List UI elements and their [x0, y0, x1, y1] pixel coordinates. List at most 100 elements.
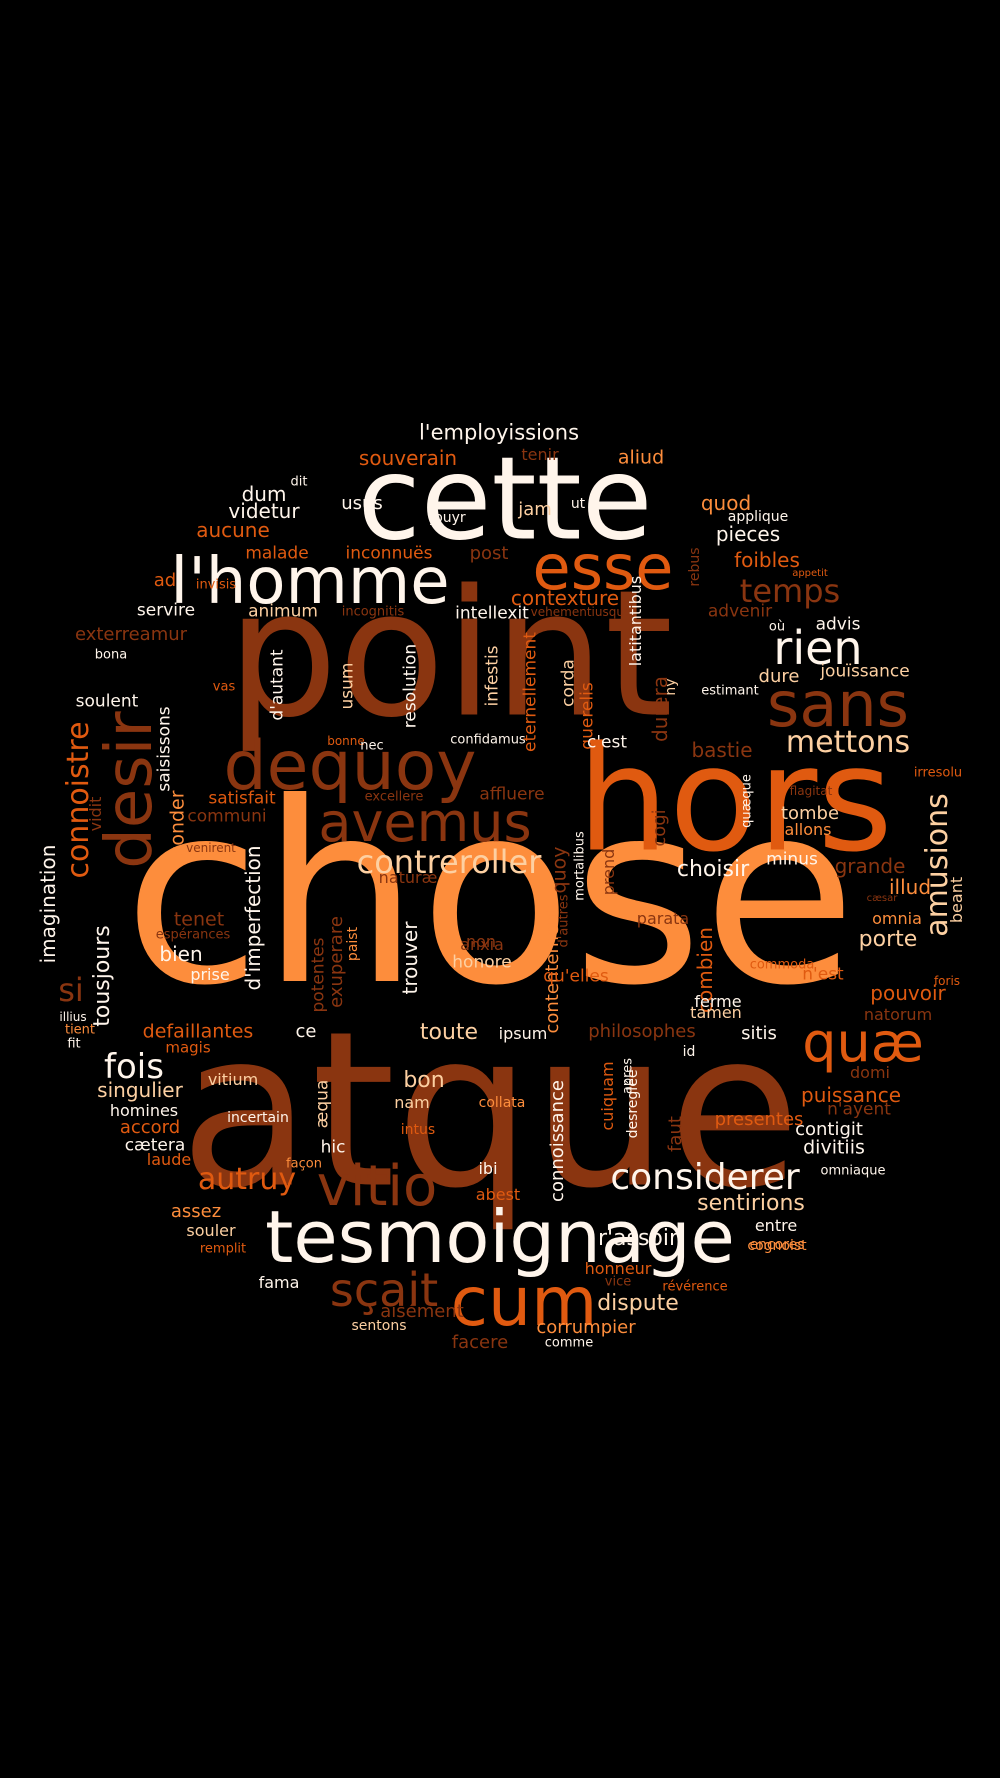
- word-c-est: c'est: [586, 732, 628, 753]
- word-ny: ny: [663, 678, 679, 696]
- word-avemus: avemus: [318, 791, 532, 854]
- word-animum: animum: [248, 601, 318, 622]
- word-trouver: trouver: [398, 921, 422, 995]
- word-tamen: tamen: [690, 1003, 742, 1022]
- word-n-est: n'est: [802, 964, 844, 985]
- word-point: point: [226, 553, 674, 757]
- word-reverence: révérence: [662, 1279, 728, 1295]
- word-venirent: venirent: [186, 841, 236, 855]
- word-fit: fit: [67, 1036, 81, 1052]
- word-d-autant: d'autant: [267, 649, 288, 721]
- word-intellexit: intellexit: [455, 603, 529, 624]
- word-l-employissions: l'employissions: [418, 420, 580, 445]
- word-defaillantes: defaillantes: [142, 1020, 254, 1043]
- word-vitium: vitium: [207, 1070, 259, 1089]
- word-intus: intus: [400, 1122, 436, 1138]
- word-sonder: sonder: [166, 790, 189, 856]
- word-affluere: affluere: [479, 784, 545, 805]
- word-contigit: contigit: [795, 1119, 863, 1140]
- word-philosophes: philosophes: [588, 1021, 696, 1042]
- word-desir: desir: [93, 711, 167, 869]
- word-aucune: aucune: [196, 518, 270, 542]
- word-latitantibus: latitantibus: [626, 575, 645, 667]
- word-pieces: pieces: [715, 522, 781, 546]
- word-imagination: imagination: [36, 844, 60, 964]
- word-tesmoignage: tesmoignage: [265, 1195, 735, 1279]
- word-bonne: bonne: [327, 734, 365, 748]
- word-aisement: aisément: [380, 1301, 464, 1322]
- word-corda: corda: [558, 659, 579, 707]
- word-facere: facere: [451, 1332, 509, 1353]
- word-magis: magis: [165, 1038, 211, 1057]
- word-servire: servire: [136, 600, 196, 621]
- word-anxia: anxia: [460, 935, 504, 954]
- word-invisis: invisis: [195, 577, 237, 593]
- word-foibles: foibles: [734, 548, 800, 572]
- word-scait: sçait: [329, 1263, 439, 1317]
- word-appetit: appetit: [792, 568, 828, 579]
- word-qua: æqua: [312, 1079, 333, 1129]
- word-tenir: tenir: [521, 445, 559, 464]
- word-exterreamur: exterreamur: [74, 624, 188, 645]
- word-bien: bien: [159, 942, 203, 966]
- word-paist: paist: [345, 926, 361, 962]
- word-vice: vice: [604, 1274, 632, 1290]
- word-apres: apres: [620, 1057, 636, 1095]
- word-souverain: souverain: [358, 446, 458, 470]
- word-cogi: cogi: [649, 809, 670, 847]
- word-qu-elles: qu'elles: [543, 966, 609, 987]
- word-r-assoir: r'assoir: [597, 1226, 679, 1251]
- word-hic: hic: [320, 1137, 346, 1158]
- word-natur: naturæ: [378, 868, 438, 887]
- word-prend: prend: [599, 848, 618, 896]
- word-cette: cette: [357, 432, 653, 567]
- word-infestis: infestis: [482, 645, 503, 707]
- word-fama: fama: [258, 1273, 300, 1292]
- word-sans: sans: [767, 668, 909, 741]
- word-cognoist: cognoist: [747, 1238, 807, 1254]
- word-mortalibus: mortalibus: [572, 831, 588, 901]
- word-atque: atque: [179, 984, 801, 1236]
- word-communi: communi: [187, 806, 267, 827]
- word-minus: minus: [766, 849, 818, 870]
- word-vas: vas: [212, 679, 236, 695]
- word-bon: bon: [403, 1068, 445, 1093]
- word-bastie: bastie: [691, 738, 753, 762]
- word-contexture: contexture: [510, 586, 620, 610]
- word-dequoy: dequoy: [223, 727, 477, 806]
- word-tousjours: tousjours: [90, 925, 115, 1027]
- word-advenir: advenir: [707, 601, 773, 622]
- word-cum: cum: [450, 1263, 598, 1342]
- word-contreroller: contreroller: [356, 843, 542, 881]
- word-resolution: resolution: [400, 643, 421, 729]
- word-advis: advis: [815, 614, 861, 635]
- word-d-autres: d'autres: [556, 894, 572, 948]
- word-ipsum: ipsum: [498, 1024, 548, 1043]
- word-grande: grande: [834, 854, 906, 878]
- word-beant: beant: [947, 876, 966, 924]
- word-jouyr: jouyr: [430, 510, 466, 526]
- word-esperances: espérances: [155, 927, 231, 943]
- word-quod: quod: [700, 491, 752, 515]
- word-videtur: videtur: [228, 499, 300, 523]
- word-esse: esse: [532, 531, 674, 604]
- word-ce: ce: [295, 1021, 317, 1042]
- word-tombe: tombe: [780, 803, 840, 824]
- word-laude: laude: [146, 1150, 192, 1169]
- word-qu-que: quæque: [739, 774, 755, 828]
- word-incognitis: incognitis: [341, 604, 405, 620]
- word-puissance: puissance: [801, 1083, 901, 1107]
- word-jouissance: jouïssance: [820, 661, 910, 682]
- word-ad: ad: [153, 570, 177, 591]
- word-souler: souler: [186, 1221, 236, 1240]
- word-mettons: mettons: [785, 725, 911, 760]
- word-tenet: tenet: [173, 908, 225, 931]
- word-collata: collata: [478, 1095, 526, 1111]
- word-nec: nec: [360, 738, 384, 754]
- word-chose: chose: [123, 749, 857, 1040]
- word-ou: où: [768, 619, 786, 635]
- word-applique: applique: [727, 509, 789, 525]
- word-sentirions: sentirions: [697, 1191, 805, 1216]
- word-estimant: estimant: [701, 683, 759, 699]
- word-quoy: quoy: [548, 846, 571, 894]
